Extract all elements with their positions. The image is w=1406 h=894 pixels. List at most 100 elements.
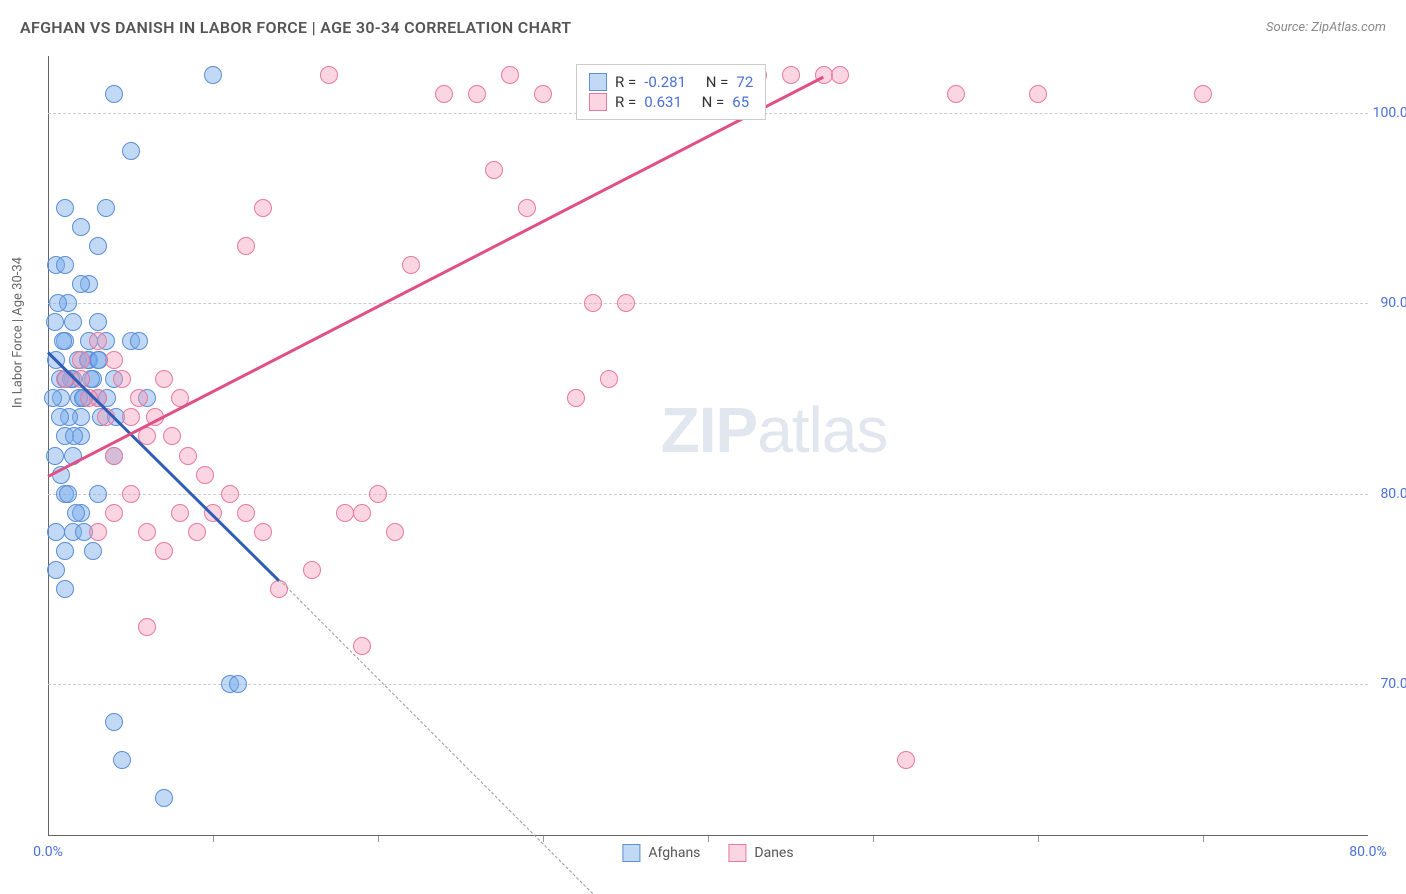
danes-point [163,427,181,445]
afghans-point [89,313,107,331]
afghans-point [67,504,85,522]
trend-line [47,75,824,477]
danes-point [320,66,338,84]
danes-point [196,466,214,484]
watermark: ZIPatlas [661,393,888,467]
afghans-point [56,199,74,217]
danes-point [72,351,90,369]
afghans-point [46,447,64,465]
danes-point [138,618,156,636]
danes-point [353,504,371,522]
danes-point [617,294,635,312]
chart-area: In Labor Force | Age 30-34 ZIPatlas R = … [48,56,1368,836]
danes-point [105,447,123,465]
danes-legend-label: Danes [754,845,793,861]
danes-point [179,447,197,465]
danes-point [89,332,107,350]
danes-point [782,66,800,84]
danes-point [567,389,585,407]
afghans-point [97,199,115,217]
danes-swatch-icon [589,93,607,111]
danes-point [138,523,156,541]
danes-point [369,485,387,503]
danes-point [584,294,602,312]
y-tick-label: 80.0% [1380,486,1406,502]
y-tick-label: 90.0% [1380,295,1406,311]
danes-point [435,85,453,103]
afghans-swatch-icon [589,73,607,91]
afghans-point [72,218,90,236]
danes-point [353,637,371,655]
danes-point [518,199,536,217]
afghans-point [46,313,64,331]
danes-point [113,370,131,388]
danes-point [534,85,552,103]
y-axis-line [48,56,49,836]
y-tick-label: 70.0% [1380,676,1406,692]
afghans-swatch-icon [622,844,640,862]
source-attribution: Source: ZipAtlas.com [1266,20,1386,35]
danes-point [105,351,123,369]
afghans-point [47,561,65,579]
danes-point [237,237,255,255]
danes-point [1194,85,1212,103]
danes-point [89,523,107,541]
danes-point [122,408,140,426]
correlation-legend: R = -0.281 N = 72 R = 0.631 N = 65 [576,64,766,120]
y-axis-label: In Labor Force | Age 30-34 [11,257,26,408]
danes-point [485,161,503,179]
danes-point [221,485,239,503]
series-legend: Afghans Danes [622,844,793,862]
afghans-point [204,66,222,84]
danes-point [897,751,915,769]
danes-point [1029,85,1047,103]
x-tick-mark [1038,836,1039,842]
afghans-point [56,580,74,598]
afghans-point [56,542,74,560]
trend-line [279,579,593,894]
afghans-point [229,675,247,693]
afghans-point [54,332,72,350]
danes-point [501,66,519,84]
danes-swatch-icon [728,844,746,862]
afghans-point [84,542,102,560]
danes-point [130,389,148,407]
gridline [48,303,1368,304]
afghans-point [89,237,107,255]
afghans-point [44,389,62,407]
afghans-point [51,408,69,426]
afghans-point [89,485,107,503]
danes-point [336,504,354,522]
danes-point [303,561,321,579]
gridline [48,494,1368,495]
chart-title: AFGHAN VS DANISH IN LABOR FORCE | AGE 30… [20,18,571,37]
afghans-point [105,85,123,103]
danes-point [254,199,272,217]
afghans-point [47,523,65,541]
afghans-point [72,275,90,293]
danes-point [188,523,206,541]
afghans-point [155,789,173,807]
afghans-point [105,713,123,731]
x-tick-mark [708,836,709,842]
x-tick-label: 80.0% [1349,844,1387,860]
afghans-point [130,332,148,350]
x-tick-mark [543,836,544,842]
danes-point [468,85,486,103]
danes-point [386,523,404,541]
danes-point [105,504,123,522]
danes-point [270,580,288,598]
y-tick-label: 100.0% [1373,105,1406,121]
x-tick-mark [873,836,874,842]
danes-point [600,370,618,388]
afghans-point [59,485,77,503]
danes-point [402,256,420,274]
afghans-point [64,313,82,331]
danes-point [947,85,965,103]
afghans-point [49,294,67,312]
danes-point [831,66,849,84]
afghans-point [56,256,74,274]
x-tick-mark [213,836,214,842]
danes-point [171,504,189,522]
danes-point [155,370,173,388]
